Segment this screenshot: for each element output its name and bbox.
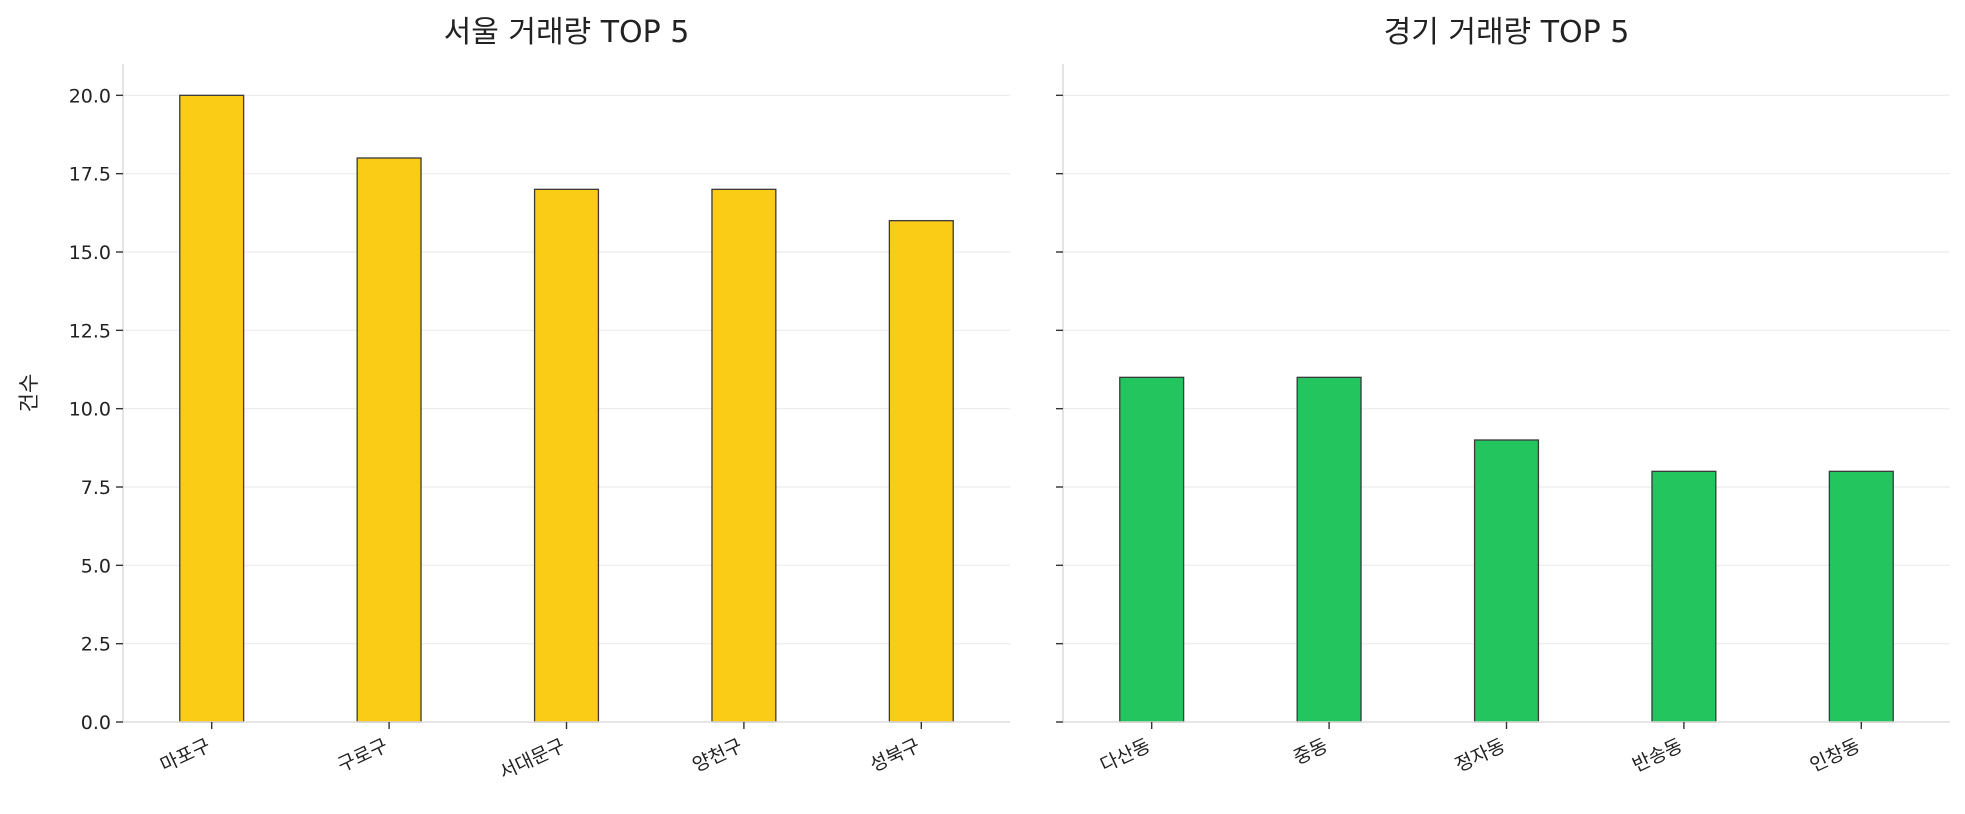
y-tick-label: 10.0 <box>69 399 111 421</box>
bar-중동 <box>1296 376 1362 723</box>
y-tick-label: 12.5 <box>69 320 111 342</box>
chart-title: 경기 거래량 TOP 5 <box>1384 15 1630 50</box>
bar-다산동 <box>1119 376 1185 723</box>
x-tick-label: 서대문구 <box>496 735 569 784</box>
x-tick-label: 성북구 <box>867 735 924 777</box>
bar-서대문구 <box>533 188 600 723</box>
x-tick-label: 양천구 <box>689 735 746 777</box>
bar-성북구 <box>888 220 954 723</box>
y-axis-label: 건수 <box>17 374 41 413</box>
bar-반송동 <box>1651 470 1717 723</box>
x-tick-label: 중동 <box>1290 735 1331 770</box>
gyeonggi-chart-panel: 다산동 중동 정자동 반송동 인창동 경기 거래량 TOP 5 <box>1056 15 1950 777</box>
x-tick-label: 반송동 <box>1629 735 1686 777</box>
y-tick-label: 2.5 <box>81 634 111 656</box>
chart-title: 서울 거래량 TOP 5 <box>444 15 690 50</box>
x-tick-label: 구로구 <box>334 735 391 777</box>
y-tick-label: 17.5 <box>69 164 111 186</box>
bar-정자동 <box>1473 439 1540 723</box>
bar-마포구 <box>179 94 245 723</box>
bar-양천구 <box>711 188 777 723</box>
y-tick-label: 0.0 <box>81 712 111 734</box>
seoul-chart-panel: 0.0 2.5 5.0 7.5 10.0 12.5 15.0 17.5 20.0 마포구 구로구 서대… <box>17 15 1010 784</box>
bar-구로구 <box>356 157 422 723</box>
y-tick-label: 5.0 <box>81 555 111 577</box>
x-tick-label: 정자동 <box>1452 735 1509 777</box>
y-tick-label: 20.0 <box>69 85 111 107</box>
y-tick-label: 15.0 <box>69 242 111 264</box>
bar-인창동 <box>1828 470 1894 723</box>
x-tick-label: 마포구 <box>157 735 214 777</box>
x-tick-label: 인창동 <box>1807 735 1864 777</box>
y-tick-label: 7.5 <box>81 477 111 499</box>
x-tick-label: 다산동 <box>1097 735 1154 777</box>
